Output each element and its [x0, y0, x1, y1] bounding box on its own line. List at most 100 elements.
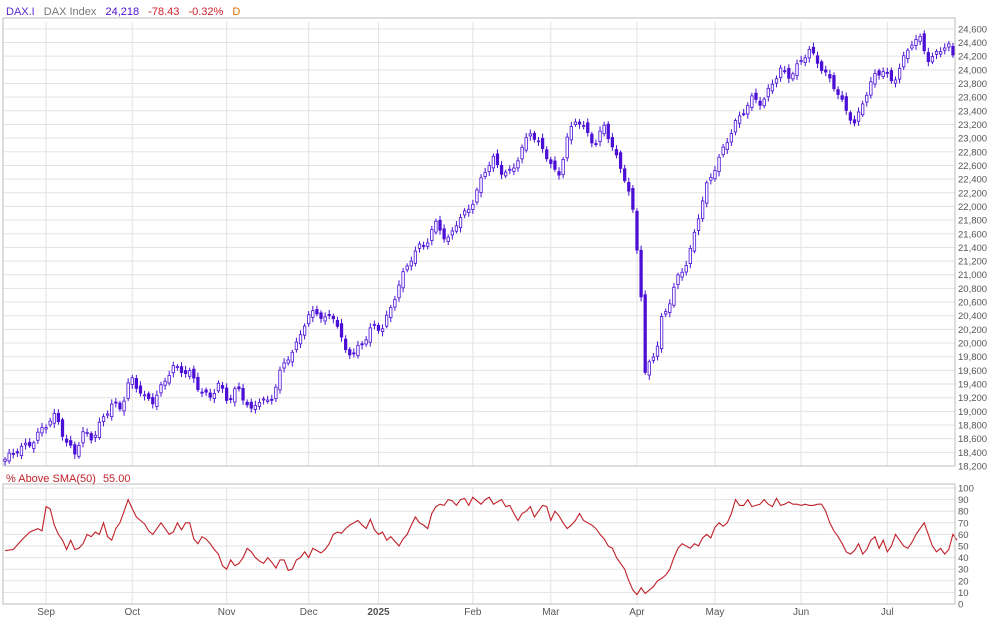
candle-body [943, 47, 947, 51]
candle-body [582, 125, 586, 127]
main-y-tick-label: 20,400 [958, 311, 987, 322]
candle-body [483, 172, 487, 177]
main-y-tick-label: 23,400 [958, 106, 987, 117]
candle-body [820, 61, 824, 72]
candle-body [430, 229, 434, 241]
main-y-tick-label: 23,800 [958, 79, 987, 90]
candle-body [167, 375, 171, 384]
candle-body [397, 284, 401, 299]
indicator-value: 55.00 [103, 473, 131, 485]
candle-body [163, 380, 167, 386]
change-label: -78.43 [148, 6, 179, 18]
candle-body [545, 149, 549, 160]
candle-body [844, 96, 848, 111]
candle-body [852, 119, 857, 124]
candle-body [540, 137, 545, 149]
candle-body [372, 323, 376, 326]
candle-body [23, 442, 28, 446]
candle-body [155, 394, 159, 407]
candle-body [315, 309, 319, 315]
candle-body [364, 339, 368, 345]
candle-body [504, 171, 508, 177]
candle-body [536, 140, 541, 143]
grid-layer [3, 22, 955, 605]
x-month-label: Mar [542, 607, 560, 618]
candle-body [553, 160, 557, 170]
candle-body [438, 219, 442, 231]
candle-body [69, 440, 73, 446]
candle-body [401, 271, 405, 289]
candle-body [64, 438, 69, 443]
candle-body [914, 39, 918, 46]
candle-body [475, 189, 479, 203]
candle-body [655, 345, 660, 357]
candle-body [586, 122, 590, 133]
candle-body [32, 442, 36, 449]
main-y-tick-label: 18,600 [958, 434, 987, 445]
candle-body [491, 155, 495, 169]
candle-body [405, 265, 409, 271]
x-month-label: 2025 [367, 607, 390, 618]
candle-body [417, 243, 422, 249]
candle-body [89, 433, 93, 441]
candle-body [783, 70, 787, 73]
index-name-label: DAX Index [44, 6, 97, 18]
candle-body [385, 314, 389, 327]
candle-body [758, 100, 762, 106]
candle-body [791, 73, 795, 80]
candle-body [627, 182, 631, 192]
candle-body [319, 312, 323, 319]
x-month-label: Jul [881, 607, 894, 618]
candle-body [426, 242, 430, 247]
indicator-y-tick-label: 20 [958, 576, 969, 587]
candle-body [811, 46, 816, 54]
candle-body [307, 314, 311, 325]
candle-body [249, 401, 253, 409]
candle-body [590, 133, 594, 144]
x-month-label: Feb [464, 607, 482, 618]
candle-body [885, 72, 889, 74]
main-y-tick-label: 22,800 [958, 147, 987, 158]
candle-body [77, 444, 81, 457]
candle-body [171, 365, 175, 374]
candle-body [233, 388, 237, 403]
candle-body [421, 245, 426, 247]
candle-body [216, 382, 221, 392]
main-y-tick-label: 20,600 [958, 298, 987, 309]
x-month-label: May [705, 607, 724, 618]
candle-body [512, 167, 516, 172]
candle-body [188, 370, 192, 377]
candle-body [73, 444, 77, 455]
candle-body [245, 401, 249, 406]
candle-body [668, 303, 672, 313]
candle-body [110, 403, 114, 417]
candle-body [516, 160, 520, 169]
candle-body [889, 70, 894, 82]
candle-body [721, 146, 725, 156]
candle-body [692, 231, 697, 252]
candle-body [930, 56, 935, 63]
indicator-panel-frame [2, 483, 956, 605]
candle-body [848, 112, 852, 121]
indicator-layer [5, 496, 958, 596]
candle-body [688, 248, 692, 264]
x-month-label: Jun [793, 607, 809, 618]
candle-body [126, 382, 130, 399]
candle-body [750, 95, 754, 108]
candle-body [36, 431, 40, 441]
candle-body [348, 349, 352, 356]
candle-body [212, 393, 216, 399]
candle-body [746, 105, 750, 115]
candle-body [701, 200, 705, 219]
candle-body [237, 386, 241, 390]
candle-body [311, 310, 315, 318]
main-y-tick-label: 21,000 [958, 270, 987, 281]
candle-body [762, 98, 766, 107]
candle-body [442, 228, 446, 240]
period-label: D [232, 6, 240, 18]
candle-body [286, 359, 290, 364]
main-panel-frame [2, 17, 956, 467]
candle-body [524, 137, 528, 151]
candle-body [705, 182, 709, 204]
